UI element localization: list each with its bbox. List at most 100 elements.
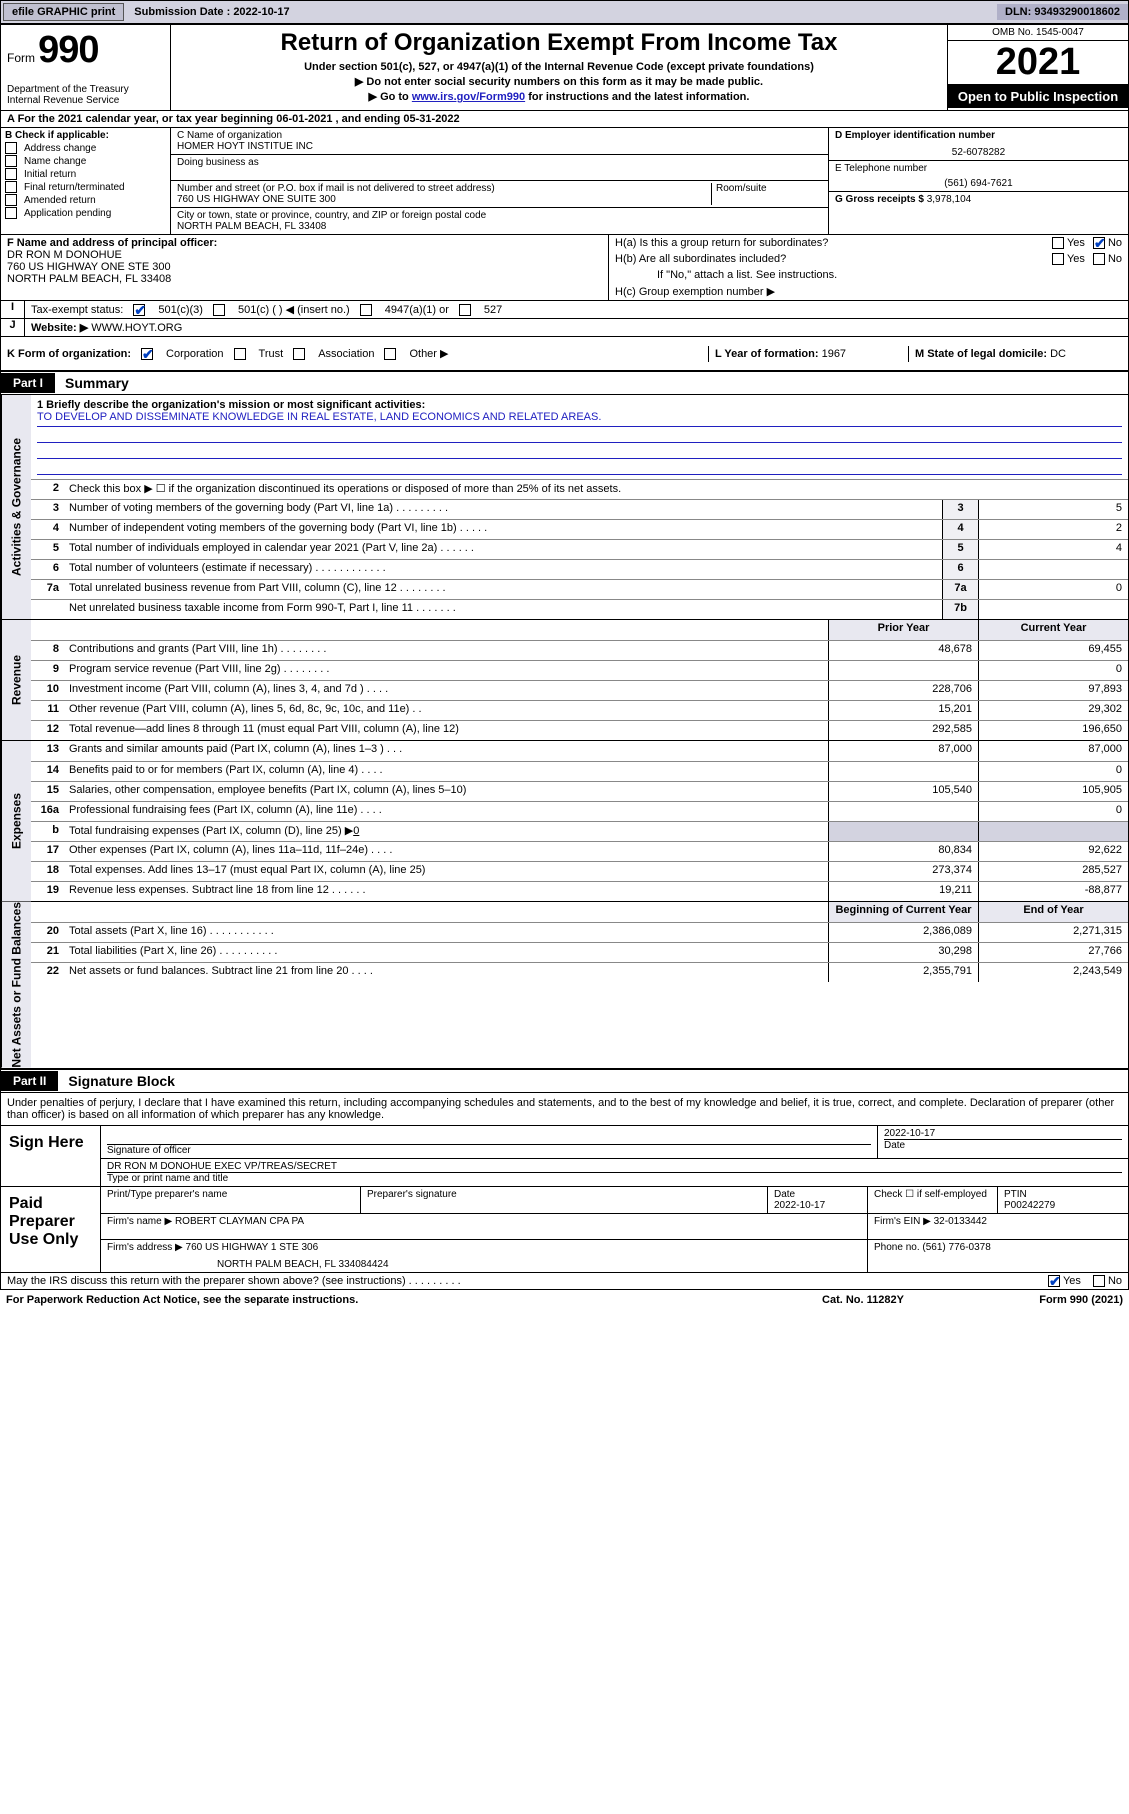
side-expenses: Expenses bbox=[1, 741, 31, 901]
chk-4947[interactable] bbox=[360, 304, 372, 316]
mission-block: 1 Briefly describe the organization's mi… bbox=[31, 395, 1128, 479]
identity-block: B Check if applicable: Address change Na… bbox=[0, 128, 1129, 235]
l19-desc: Revenue less expenses. Subtract line 18 … bbox=[65, 882, 828, 901]
firm-ein-label: Firm's EIN ▶ bbox=[874, 1216, 931, 1227]
tax-status-label: Tax-exempt status: bbox=[31, 304, 123, 316]
line5-val: 4 bbox=[978, 540, 1128, 559]
line7a-box: 7a bbox=[942, 580, 978, 599]
gross-label: G Gross receipts $ bbox=[835, 194, 924, 205]
revenue-block: Revenue Prior YearCurrent Year 8Contribu… bbox=[0, 620, 1129, 741]
tel-row: E Telephone number (561) 694-7621 bbox=[829, 161, 1128, 192]
l12-p: 292,585 bbox=[828, 721, 978, 740]
lbl-527: 527 bbox=[484, 304, 502, 316]
chk-trust[interactable] bbox=[234, 348, 246, 360]
form-subtitle-2: ▶ Do not enter social security numbers o… bbox=[177, 75, 941, 88]
paid-preparer-label: Paid Preparer Use Only bbox=[1, 1187, 101, 1272]
ein-label: D Employer identification number bbox=[835, 130, 1122, 141]
col-current: Current Year bbox=[978, 620, 1128, 640]
chk-501c3[interactable] bbox=[133, 304, 145, 316]
sign-here-label: Sign Here bbox=[1, 1126, 101, 1186]
chk-other[interactable] bbox=[384, 348, 396, 360]
l16b-p bbox=[828, 822, 978, 841]
firm-name-cell: Firm's name ▶ ROBERT CLAYMAN CPA PA bbox=[101, 1214, 868, 1239]
l16b-val: 0 bbox=[353, 825, 359, 837]
firm-addr2: NORTH PALM BEACH, FL 334084424 bbox=[107, 1259, 861, 1270]
mission-q: 1 Briefly describe the organization's mi… bbox=[37, 399, 1122, 411]
officer-line2: 760 US HIGHWAY ONE STE 300 bbox=[7, 261, 602, 273]
officer-line3: NORTH PALM BEACH, FL 33408 bbox=[7, 273, 602, 285]
dba-label: Doing business as bbox=[177, 157, 259, 168]
open-to-public: Open to Public Inspection bbox=[948, 85, 1128, 108]
discuss-yes: Yes bbox=[1063, 1275, 1081, 1287]
l15-c: 105,905 bbox=[978, 782, 1128, 801]
l16b-desc: Total fundraising expenses (Part IX, col… bbox=[65, 822, 828, 841]
org-name: HOMER HOYT INSTITUE INC bbox=[177, 141, 822, 152]
l13-desc: Grants and similar amounts paid (Part IX… bbox=[65, 741, 828, 761]
l9-c: 0 bbox=[978, 661, 1128, 680]
expenses-block: Expenses 13Grants and similar amounts pa… bbox=[0, 741, 1129, 902]
l21-e: 27,766 bbox=[978, 943, 1128, 962]
chk-discuss-yes[interactable] bbox=[1048, 1275, 1060, 1287]
net-assets-block: Net Assets or Fund Balances Beginning of… bbox=[0, 902, 1129, 1069]
form-title: Return of Organization Exempt From Incom… bbox=[177, 29, 941, 57]
m-label: M State of legal domicile: bbox=[915, 348, 1047, 360]
chk-hb-no[interactable] bbox=[1093, 253, 1105, 265]
chk-assoc[interactable] bbox=[293, 348, 305, 360]
website-row: J Website: ▶ WWW.HOYT.ORG bbox=[0, 319, 1129, 337]
chk-address-change[interactable] bbox=[5, 142, 17, 154]
chk-amended-return[interactable] bbox=[5, 194, 17, 206]
ha-yes: Yes bbox=[1067, 237, 1085, 249]
city-label: City or town, state or province, country… bbox=[177, 210, 486, 221]
lbl-other: Other ▶ bbox=[409, 347, 448, 360]
chk-final-return[interactable] bbox=[5, 181, 17, 193]
line6-box: 6 bbox=[942, 560, 978, 579]
discuss-label: May the IRS discuss this return with the… bbox=[7, 1275, 1048, 1287]
chk-501c-other[interactable] bbox=[213, 304, 225, 316]
instructions-link[interactable]: www.irs.gov/Form990 bbox=[412, 91, 525, 103]
form-label: Form bbox=[7, 51, 35, 65]
l13-c: 87,000 bbox=[978, 741, 1128, 761]
l8-c: 69,455 bbox=[978, 641, 1128, 660]
line4-box: 4 bbox=[942, 520, 978, 539]
lbl-4947: 4947(a)(1) or bbox=[385, 304, 449, 316]
firm-addr1: 760 US HIGHWAY 1 STE 306 bbox=[186, 1242, 319, 1253]
klm-row: K Form of organization: Corporation Trus… bbox=[0, 337, 1129, 371]
chk-name-change[interactable] bbox=[5, 155, 17, 167]
chk-ha-no[interactable] bbox=[1093, 237, 1105, 249]
part2-tag: Part II bbox=[1, 1071, 58, 1091]
lbl-address-change: Address change bbox=[24, 143, 96, 154]
chk-ha-yes[interactable] bbox=[1052, 237, 1064, 249]
k-label: K Form of organization: bbox=[7, 348, 131, 360]
discuss-no: No bbox=[1108, 1275, 1122, 1287]
efile-print-button[interactable]: efile GRAPHIC print bbox=[3, 3, 124, 21]
line7a-desc: Total unrelated business revenue from Pa… bbox=[65, 580, 942, 599]
chk-corp[interactable] bbox=[141, 348, 153, 360]
part1-title: Summary bbox=[55, 372, 139, 394]
chk-discuss-no[interactable] bbox=[1093, 1275, 1105, 1287]
chk-initial-return[interactable] bbox=[5, 168, 17, 180]
mission-line-4 bbox=[37, 459, 1122, 475]
ein-row: D Employer identification number 52-6078… bbox=[829, 128, 1128, 161]
mission-line-3 bbox=[37, 443, 1122, 459]
l14-desc: Benefits paid to or for members (Part IX… bbox=[65, 762, 828, 781]
chk-application-pending[interactable] bbox=[5, 207, 17, 219]
lbl-name-change: Name change bbox=[24, 156, 86, 167]
col-b-checkboxes: B Check if applicable: Address change Na… bbox=[1, 128, 171, 234]
l20-b: 2,386,089 bbox=[828, 923, 978, 942]
line4-desc: Number of independent voting members of … bbox=[65, 520, 942, 539]
chk-hb-yes[interactable] bbox=[1052, 253, 1064, 265]
l8-desc: Contributions and grants (Part VIII, lin… bbox=[65, 641, 828, 660]
l10-c: 97,893 bbox=[978, 681, 1128, 700]
l15-desc: Salaries, other compensation, employee b… bbox=[65, 782, 828, 801]
omb-number: OMB No. 1545-0047 bbox=[948, 25, 1128, 41]
hb-no: No bbox=[1108, 253, 1122, 265]
sig-officer-cell: Signature of officer bbox=[101, 1126, 878, 1158]
l22-desc: Net assets or fund balances. Subtract li… bbox=[65, 963, 828, 982]
chk-527[interactable] bbox=[459, 304, 471, 316]
self-employed-cell: Check ☐ if self-employed bbox=[868, 1187, 998, 1213]
line3-val: 5 bbox=[978, 500, 1128, 519]
header-mid: Return of Organization Exempt From Incom… bbox=[171, 25, 948, 110]
col-begin: Beginning of Current Year bbox=[828, 902, 978, 922]
l22-e: 2,243,549 bbox=[978, 963, 1128, 982]
prep-date-value: 2022-10-17 bbox=[774, 1200, 861, 1211]
